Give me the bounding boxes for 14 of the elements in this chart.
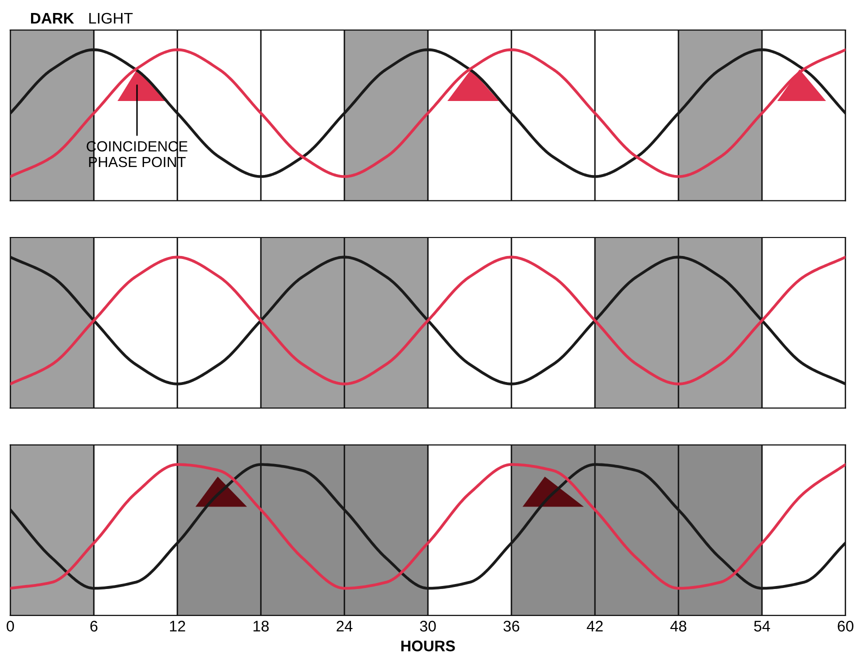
x-tick-label: 24 — [336, 620, 352, 632]
x-axis-title: HOURS — [401, 640, 455, 652]
x-tick-label: 54 — [754, 620, 770, 632]
x-tick-label: 48 — [670, 620, 686, 632]
x-tick-label: 36 — [504, 620, 520, 632]
x-tick-label: 18 — [254, 620, 269, 632]
x-tick-label: 30 — [420, 620, 436, 632]
text: LIGHT — [89, 12, 133, 24]
x-tick-label: 12 — [170, 620, 186, 632]
band-label: DARK — [31, 13, 74, 24]
x-tick-label: 42 — [586, 620, 603, 632]
x-tick-label: 0 — [6, 620, 14, 632]
x-tick-label: 60 — [838, 620, 854, 632]
x-tick-label: 6 — [90, 620, 98, 632]
